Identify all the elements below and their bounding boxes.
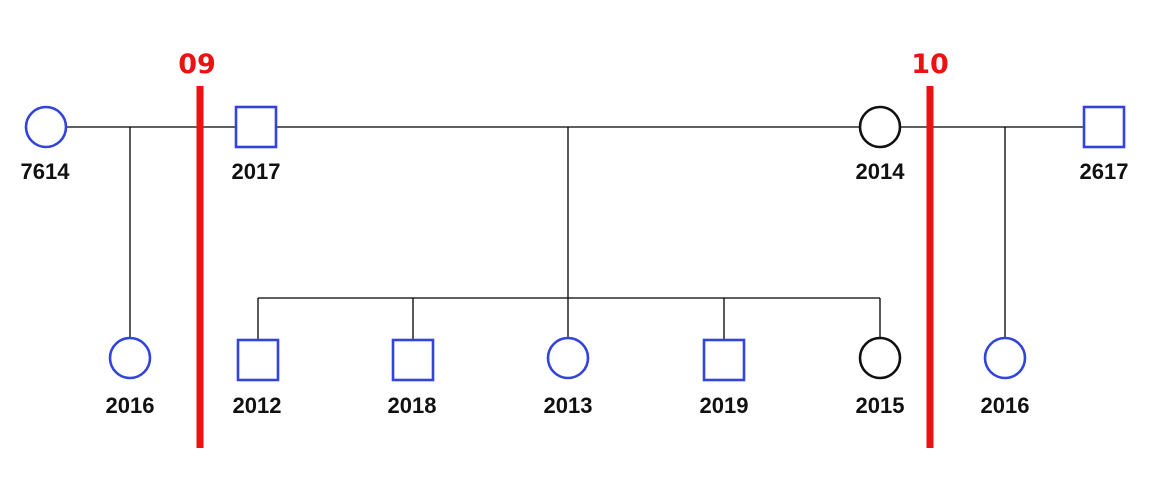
individuals-layer: 7614 2017 2014 2617 2016 2012 2018 2013 … — [21, 105, 1129, 418]
markers-layer: 09 10 — [178, 49, 949, 448]
individual-symbol-2018[interactable] — [391, 338, 435, 382]
individual-label-2018: 2018 — [388, 393, 437, 418]
individual-label-2617: 2617 — [1080, 159, 1129, 184]
individual-label-2017: 2017 — [232, 159, 281, 184]
individual-label-2016-right: 2016 — [981, 393, 1030, 418]
individual-symbol-2019[interactable] — [702, 338, 746, 382]
individual-label-7614: 7614 — [21, 159, 71, 184]
individual-symbol-2016-right[interactable] — [983, 336, 1027, 380]
individual-symbol-2014[interactable] — [858, 105, 902, 149]
individual-label-2012: 2012 — [233, 393, 282, 418]
individual-symbol-2013[interactable] — [546, 336, 590, 380]
individual-symbol-2617[interactable] — [1082, 105, 1126, 149]
individual-symbol-2015[interactable] — [858, 336, 902, 380]
individual-symbol-2017[interactable] — [234, 105, 278, 149]
marker-label-09: 09 — [178, 49, 216, 80]
individual-label-2013: 2013 — [544, 393, 593, 418]
individual-symbol-2012[interactable] — [236, 338, 280, 382]
marker-label-10: 10 — [911, 49, 949, 80]
individual-symbol-2016-left[interactable] — [108, 336, 152, 380]
individual-label-2015: 2015 — [856, 393, 905, 418]
individual-label-2016-left: 2016 — [106, 393, 155, 418]
individual-symbol-7614[interactable] — [24, 105, 68, 149]
individual-label-2019: 2019 — [700, 393, 749, 418]
individual-label-2014: 2014 — [856, 159, 906, 184]
